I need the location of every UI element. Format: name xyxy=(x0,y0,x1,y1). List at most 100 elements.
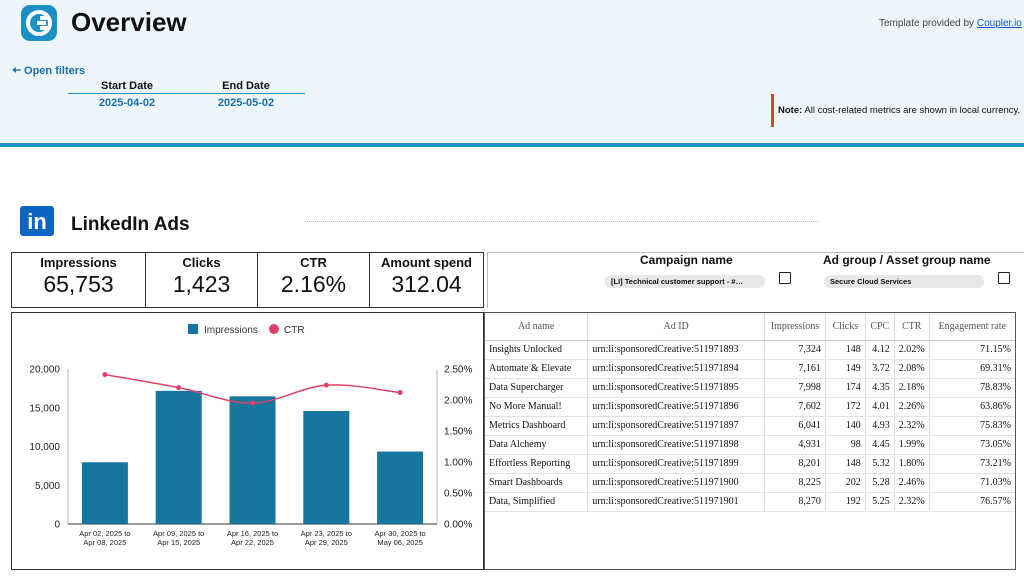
table-cell: 6,041 xyxy=(764,416,826,436)
legend-label-ctr: CTR xyxy=(284,325,305,336)
table-cell: Automate & Elevate xyxy=(485,359,589,379)
table-cell: Smart Dashboards xyxy=(485,473,589,493)
table-body: Insights Unlocked urn:li:sponsoredCreativ… xyxy=(485,340,1015,512)
table-cell: 5.28 xyxy=(865,473,895,493)
table-cell: 2.26% xyxy=(894,397,930,417)
table-cell: urn:li:sponsoredCreative:511971899 xyxy=(587,454,765,474)
table-cell: urn:li:sponsoredCreative:511971896 xyxy=(587,397,765,417)
table-cell: 76.57% xyxy=(929,492,1015,512)
table-cell: 148 xyxy=(825,454,866,474)
table-cell: 73.05% xyxy=(929,435,1015,455)
y-right-tick-label: 2.00% xyxy=(444,396,472,407)
open-filters-label: Open filters xyxy=(24,65,86,77)
table-row[interactable]: Data Supercharger urn:li:sponsoredCreativ… xyxy=(485,378,1015,398)
header-accent-bar xyxy=(0,143,1024,147)
table-cell: 3.72 xyxy=(865,359,895,379)
adgroup-filter-chip[interactable]: Secure Cloud Services xyxy=(824,275,984,288)
column-header[interactable]: Ad name xyxy=(485,314,589,341)
x-tick-label: Apr 02, 2025 to xyxy=(79,529,130,538)
table-row[interactable]: Effortless Reporting urn:li:sponsoredCrea… xyxy=(485,454,1015,474)
ctr-point xyxy=(250,400,255,406)
end-date-control[interactable]: End Date 2025-05-02 xyxy=(187,80,305,109)
table-cell: 172 xyxy=(825,397,866,417)
table-cell: urn:li:sponsoredCreative:511971901 xyxy=(587,492,765,512)
table-row[interactable]: Data, Simplified urn:li:sponsoredCreative… xyxy=(485,492,1015,512)
x-tick-label: Apr 29, 2025 xyxy=(305,538,348,547)
table-cell: 2.18% xyxy=(894,378,930,398)
column-header[interactable]: Clicks xyxy=(825,314,866,341)
coupler-link[interactable]: Coupler.io xyxy=(976,18,1022,29)
section-title: LinkedIn Ads xyxy=(71,214,190,235)
campaign-filter-chip[interactable]: [LI] Technical customer support - #… xyxy=(605,275,765,288)
table-cell: 1.80% xyxy=(894,454,930,474)
campaign-filter-checkbox[interactable] xyxy=(779,272,791,284)
table-cell: 78.83% xyxy=(929,378,1015,398)
table-cell: 8,225 xyxy=(764,473,826,493)
scorecard-ctr: CTR 2.16% xyxy=(258,253,370,307)
y-left-tick-label: 20,000 xyxy=(29,365,60,376)
scorecard-label: Amount spend xyxy=(381,255,472,270)
y-right-tick-label: 0.00% xyxy=(444,520,472,531)
template-credit: Template provided by Coupler.io xyxy=(879,18,1022,29)
bar-impressions xyxy=(377,451,424,524)
ctr-point xyxy=(102,372,108,378)
table-row[interactable]: Automate & Elevate urn:li:sponsoredCreati… xyxy=(485,359,1015,379)
table-cell: 2.32% xyxy=(894,492,930,512)
table-cell: Data, Simplified xyxy=(485,492,589,512)
table-cell: 71.03% xyxy=(929,473,1015,493)
y-left-tick-label: 5,000 xyxy=(35,481,60,492)
table-row[interactable]: Insights Unlocked urn:li:sponsoredCreativ… xyxy=(485,340,1015,360)
column-header[interactable]: Engagement rate xyxy=(929,314,1015,341)
start-date-control[interactable]: Start Date 2025-04-02 xyxy=(68,80,186,109)
bar-impressions xyxy=(303,411,350,524)
start-date-value[interactable]: 2025-04-02 xyxy=(98,97,156,109)
table-cell: Insights Unlocked xyxy=(485,340,589,360)
open-filters-button[interactable]: 🠤 Open filters xyxy=(12,62,85,81)
table-cell: 2.32% xyxy=(894,416,930,436)
table-cell: urn:li:sponsoredCreative:511971900 xyxy=(587,473,765,493)
table-cell: urn:li:sponsoredCreative:511971894 xyxy=(587,359,765,379)
table-row[interactable]: No More Manual! urn:li:sponsoredCreative:… xyxy=(485,397,1015,417)
combo-chart: Impressions CTR 0 5,000 10,000 15,000 20,000… xyxy=(29,324,472,547)
ads-table: Ad name Ad ID Impressions Clicks CPC CTR Engag… xyxy=(485,314,1015,512)
table-cell: 4.35 xyxy=(865,378,895,398)
end-date-label: End Date xyxy=(222,80,270,92)
table-cell: 75.83% xyxy=(929,416,1015,436)
scorecard-value: 65,753 xyxy=(43,271,114,297)
column-header[interactable]: CTR xyxy=(894,314,930,341)
x-tick-label: Apr 22, 2025 xyxy=(231,538,274,547)
table-header-row: Ad name Ad ID Impressions Clicks CPC CTR Engag… xyxy=(485,314,1015,341)
end-date-value[interactable]: 2025-05-02 xyxy=(217,97,275,109)
bar-impressions xyxy=(155,390,202,524)
table-cell: 202 xyxy=(825,473,866,493)
column-header[interactable]: Ad ID xyxy=(587,314,765,341)
table-cell: 8,201 xyxy=(764,454,826,474)
column-header[interactable]: Impressions xyxy=(764,314,826,341)
table-cell: 73.21% xyxy=(929,454,1015,474)
report-header: Overview Template provided by Coupler.io… xyxy=(0,0,1024,143)
linkedin-logo-icon: in xyxy=(20,206,54,236)
legend-swatch-impressions xyxy=(188,324,198,334)
table-row[interactable]: Metrics Dashboard urn:li:sponsoredCreativ… xyxy=(485,416,1015,436)
coupler-logo-icon xyxy=(21,5,57,41)
table-cell: 5.25 xyxy=(865,492,895,512)
table-cell: 7,998 xyxy=(764,378,826,398)
table-cell: urn:li:sponsoredCreative:511971898 xyxy=(587,435,765,455)
scorecards: Impressions 65,753 Clicks 1,423 CTR 2.16… xyxy=(11,252,484,308)
arrow-left-icon: 🠤 xyxy=(12,65,21,77)
y-right-tick-label: 2.50% xyxy=(444,365,472,376)
y-right-tick-label: 1.50% xyxy=(444,427,472,438)
ctr-point xyxy=(323,382,329,388)
column-header[interactable]: CPC xyxy=(865,314,895,341)
table-cell: 2.08% xyxy=(894,359,930,379)
table-cell: 7,161 xyxy=(764,359,826,379)
filter-panel xyxy=(487,252,1024,308)
currency-note: Note: All cost-related metrics are shown… xyxy=(778,105,1020,116)
table-cell: 98 xyxy=(825,435,866,455)
table-row[interactable]: Smart Dashboards urn:li:sponsoredCreative… xyxy=(485,473,1015,493)
template-credit-text: Template provided by xyxy=(879,18,975,29)
section-divider xyxy=(305,221,818,222)
y-right-tick-label: 1.00% xyxy=(444,458,472,469)
adgroup-filter-checkbox[interactable] xyxy=(998,272,1010,284)
table-row[interactable]: Data Alchemy urn:li:sponsoredCreative:511… xyxy=(485,435,1015,455)
